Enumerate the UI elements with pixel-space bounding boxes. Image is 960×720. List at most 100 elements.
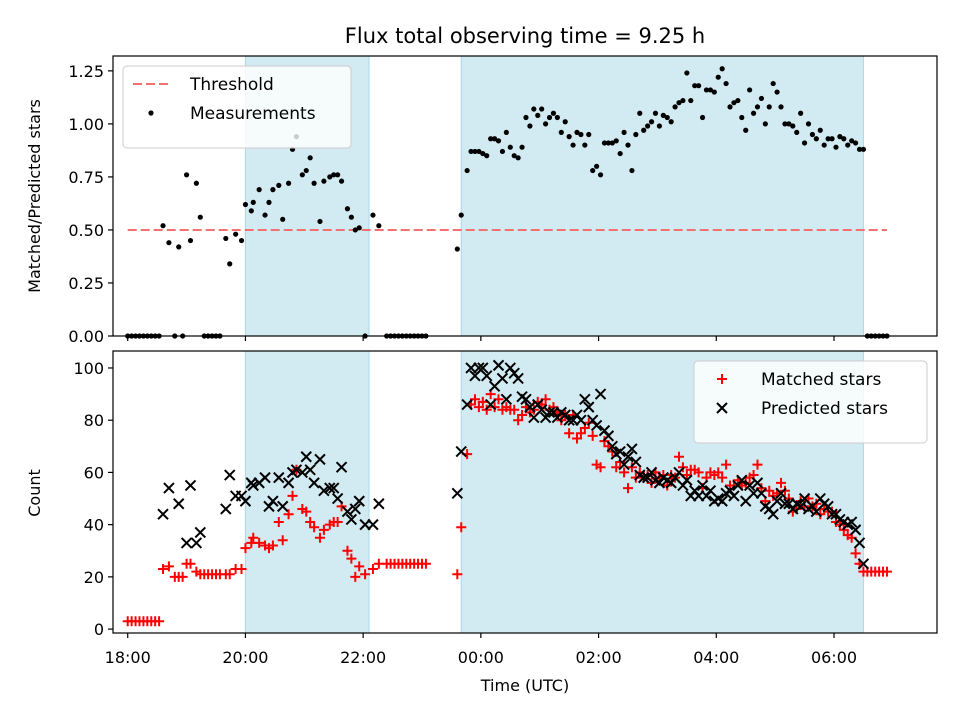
measurement-point (786, 121, 792, 127)
predicted-star-point (190, 537, 203, 549)
measurement-point (327, 174, 333, 180)
measurement-point (609, 140, 615, 146)
top-shaded-interval (460, 55, 864, 337)
measurement-point (758, 95, 765, 102)
measurement-point (817, 127, 823, 133)
bottom-y-tick-label: 80 (84, 411, 104, 430)
measurement-point (641, 127, 647, 133)
measurement-point (856, 146, 863, 152)
measurement-point (331, 172, 337, 178)
bottom-y-tick-label: 0 (94, 620, 104, 639)
measurement-point (656, 123, 662, 129)
measurement-point (766, 104, 772, 110)
top-panel: 0.00 0.25 0.50 0.75 1.00 1.25 Threshold Measure… (68, 55, 938, 346)
top-chart-title: Flux total observing time = 9.25 h (345, 24, 705, 48)
measurement-point (633, 131, 639, 138)
predicted-star-point (755, 487, 768, 500)
predicted-star-point (349, 503, 362, 515)
matched-star-point (283, 509, 294, 520)
predicted-star-point (696, 479, 709, 492)
measurement-point (238, 237, 245, 244)
predicted-star-point (637, 471, 650, 484)
measurement-point (774, 89, 780, 95)
measurement-point (739, 114, 745, 121)
predicted-star-point (743, 479, 756, 492)
predicted-star-point (606, 440, 619, 453)
measurement-point (507, 144, 513, 150)
predicted-star-point (496, 372, 509, 385)
predicted-star-point (184, 479, 197, 492)
matched-star-point (509, 404, 520, 415)
measurement-point (829, 136, 835, 142)
measurement-point (531, 106, 537, 112)
measurement-point (570, 142, 576, 148)
matched-star-point (185, 558, 196, 569)
predicted-star-point (575, 414, 587, 426)
measurement-point (566, 134, 572, 140)
measurement-point (841, 136, 847, 142)
matched-star-point (721, 459, 732, 470)
bottom-y-tick-label: 60 (84, 463, 104, 482)
predicted-star-point (304, 464, 316, 476)
predicted-star-point (220, 503, 232, 515)
measurement-point (511, 153, 517, 159)
predicted-star-point (779, 498, 791, 510)
matched-star-point (287, 490, 298, 501)
measurement-point (285, 180, 292, 186)
predicted-star-point (247, 479, 259, 492)
predicted-star-point (373, 498, 385, 510)
measurement-point (562, 119, 568, 125)
x-tick-label: 20:00 (222, 648, 268, 667)
matched-star-point (611, 462, 622, 473)
measurement-point (794, 129, 800, 135)
measurement-point (582, 142, 588, 148)
x-tick-label: 18:00 (105, 648, 151, 667)
measurement-point (750, 110, 757, 116)
predicted-star-point (594, 388, 607, 400)
measurement-point (344, 206, 351, 212)
predicted-star-point (224, 469, 236, 481)
measurement-point (376, 223, 382, 229)
measurement-point (699, 114, 706, 121)
measurement-point (688, 97, 694, 104)
measurement-point (605, 140, 611, 146)
measurement-point (550, 110, 557, 116)
top-y-tick-label: 0.25 (68, 274, 104, 293)
matched-star-point (517, 409, 528, 420)
measurement-point (809, 131, 816, 138)
matched-star-point (619, 467, 630, 478)
predicted-star-point (239, 495, 252, 507)
predicted-star-point (681, 474, 693, 486)
measurement-point (503, 129, 509, 135)
predicted-star-point (477, 362, 489, 374)
measurement-point (233, 231, 239, 237)
bottom-y-tick-label: 100 (73, 359, 104, 378)
bottom-y-axis-label: Count (25, 469, 44, 517)
measurement-point (476, 148, 482, 155)
measurement-point (574, 129, 580, 135)
predicted-star-point (324, 482, 336, 494)
measurement-point (183, 172, 190, 178)
measurement-point (652, 110, 659, 116)
matched-star-point (309, 522, 320, 533)
matched-star-point (236, 564, 247, 575)
measurement-point (703, 87, 710, 93)
predicted-star-point (484, 398, 497, 411)
predicted-star-point (267, 495, 279, 507)
predicted-star-point (345, 513, 358, 526)
predicted-star-point (775, 487, 787, 500)
predicted-star-point (590, 419, 603, 432)
predicted-star-point (857, 558, 870, 570)
measurement-point (166, 240, 172, 246)
measurement-point (637, 110, 643, 116)
bottom-panel: 0 20 40 60 80 100 18:00 20:00 22:00 00:00 02:00 04:… (73, 350, 938, 667)
measurement-point (590, 167, 596, 174)
measurement-point (454, 246, 460, 252)
matched-star-point (473, 402, 484, 413)
measurement-point (248, 208, 254, 214)
matched-star-point (456, 522, 467, 533)
measurement-point (597, 172, 604, 178)
predicted-star-point (173, 498, 185, 510)
matched-star-point (681, 470, 692, 481)
measurement-point (554, 114, 560, 121)
